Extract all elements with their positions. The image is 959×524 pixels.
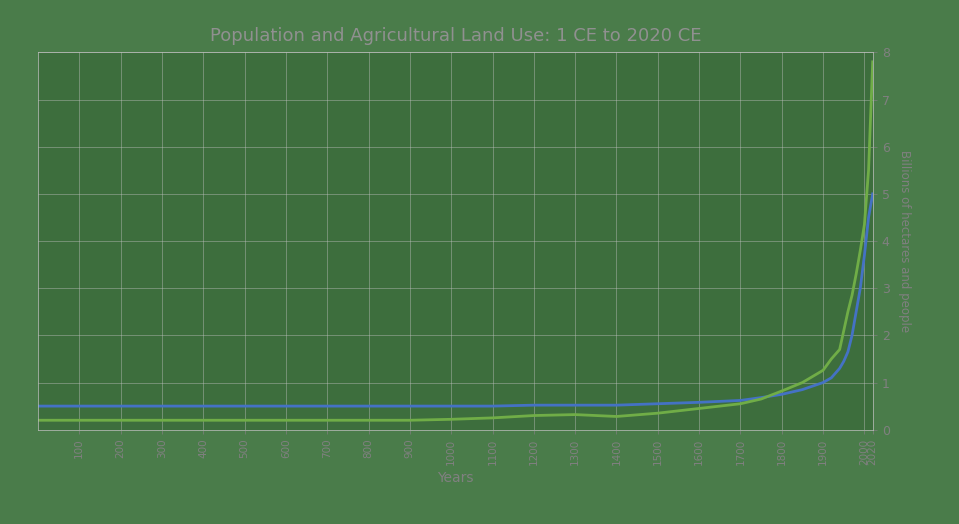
Agricultural land (445, 403, 456, 409)
Population (838, 328, 850, 334)
Population (528, 412, 540, 419)
Agricultural land (404, 403, 415, 409)
Agricultural land (115, 403, 127, 409)
Title: Population and Agricultural Land Use: 1 CE to 2020 CE: Population and Agricultural Land Use: 1 … (210, 27, 701, 45)
Agricultural land (834, 365, 846, 372)
Agricultural land (851, 309, 862, 315)
Agricultural land (735, 397, 746, 403)
Population (834, 346, 846, 353)
Agricultural land (280, 403, 292, 409)
Population (846, 292, 857, 299)
Agricultural land (33, 403, 44, 409)
Population (570, 411, 581, 418)
Population (363, 417, 374, 423)
Population (867, 59, 878, 65)
Agricultural land (528, 402, 540, 408)
Line: Population: Population (38, 62, 873, 420)
Population (611, 413, 622, 420)
Agricultural land (842, 349, 854, 355)
Agricultural land (693, 399, 705, 406)
Population (842, 309, 854, 315)
Population (404, 417, 415, 423)
Population (115, 417, 127, 423)
Agricultural land (198, 403, 209, 409)
Agricultural land (863, 214, 875, 221)
Population (826, 356, 837, 362)
Population (652, 410, 664, 416)
Agricultural land (776, 391, 787, 397)
Agricultural land (867, 191, 878, 197)
Line: Agricultural land: Agricultural land (38, 194, 873, 406)
Population (735, 400, 746, 407)
Population (756, 396, 767, 402)
Agricultural land (363, 403, 374, 409)
Population (797, 379, 808, 386)
Agricultural land (817, 379, 829, 386)
Population (487, 415, 499, 421)
Population (280, 417, 292, 423)
Y-axis label: Billions of hectares and people: Billions of hectares and people (898, 150, 910, 332)
Agricultural land (826, 375, 837, 381)
Agricultural land (321, 403, 333, 409)
Population (445, 416, 456, 422)
Agricultural land (74, 403, 85, 409)
Population (693, 406, 705, 412)
Agricultural land (570, 402, 581, 408)
Population (74, 417, 85, 423)
Population (156, 417, 168, 423)
Agricultural land (858, 252, 870, 258)
Population (321, 417, 333, 423)
Agricultural land (854, 285, 866, 291)
Agricultural land (156, 403, 168, 409)
Agricultural land (838, 358, 850, 365)
Population (851, 271, 862, 277)
X-axis label: Years: Years (437, 471, 474, 485)
Population (776, 388, 787, 394)
Population (198, 417, 209, 423)
Population (863, 167, 875, 173)
Agricultural land (487, 403, 499, 409)
Text: ⊢: ⊢ (47, 523, 60, 524)
Population (858, 222, 870, 228)
Agricultural land (756, 395, 767, 401)
Population (33, 417, 44, 423)
Population (854, 247, 866, 254)
Population (817, 367, 829, 374)
Agricultural land (846, 332, 857, 339)
Agricultural land (239, 403, 250, 409)
Agricultural land (652, 400, 664, 407)
Agricultural land (611, 402, 622, 408)
Agricultural land (797, 387, 808, 393)
Population (239, 417, 250, 423)
